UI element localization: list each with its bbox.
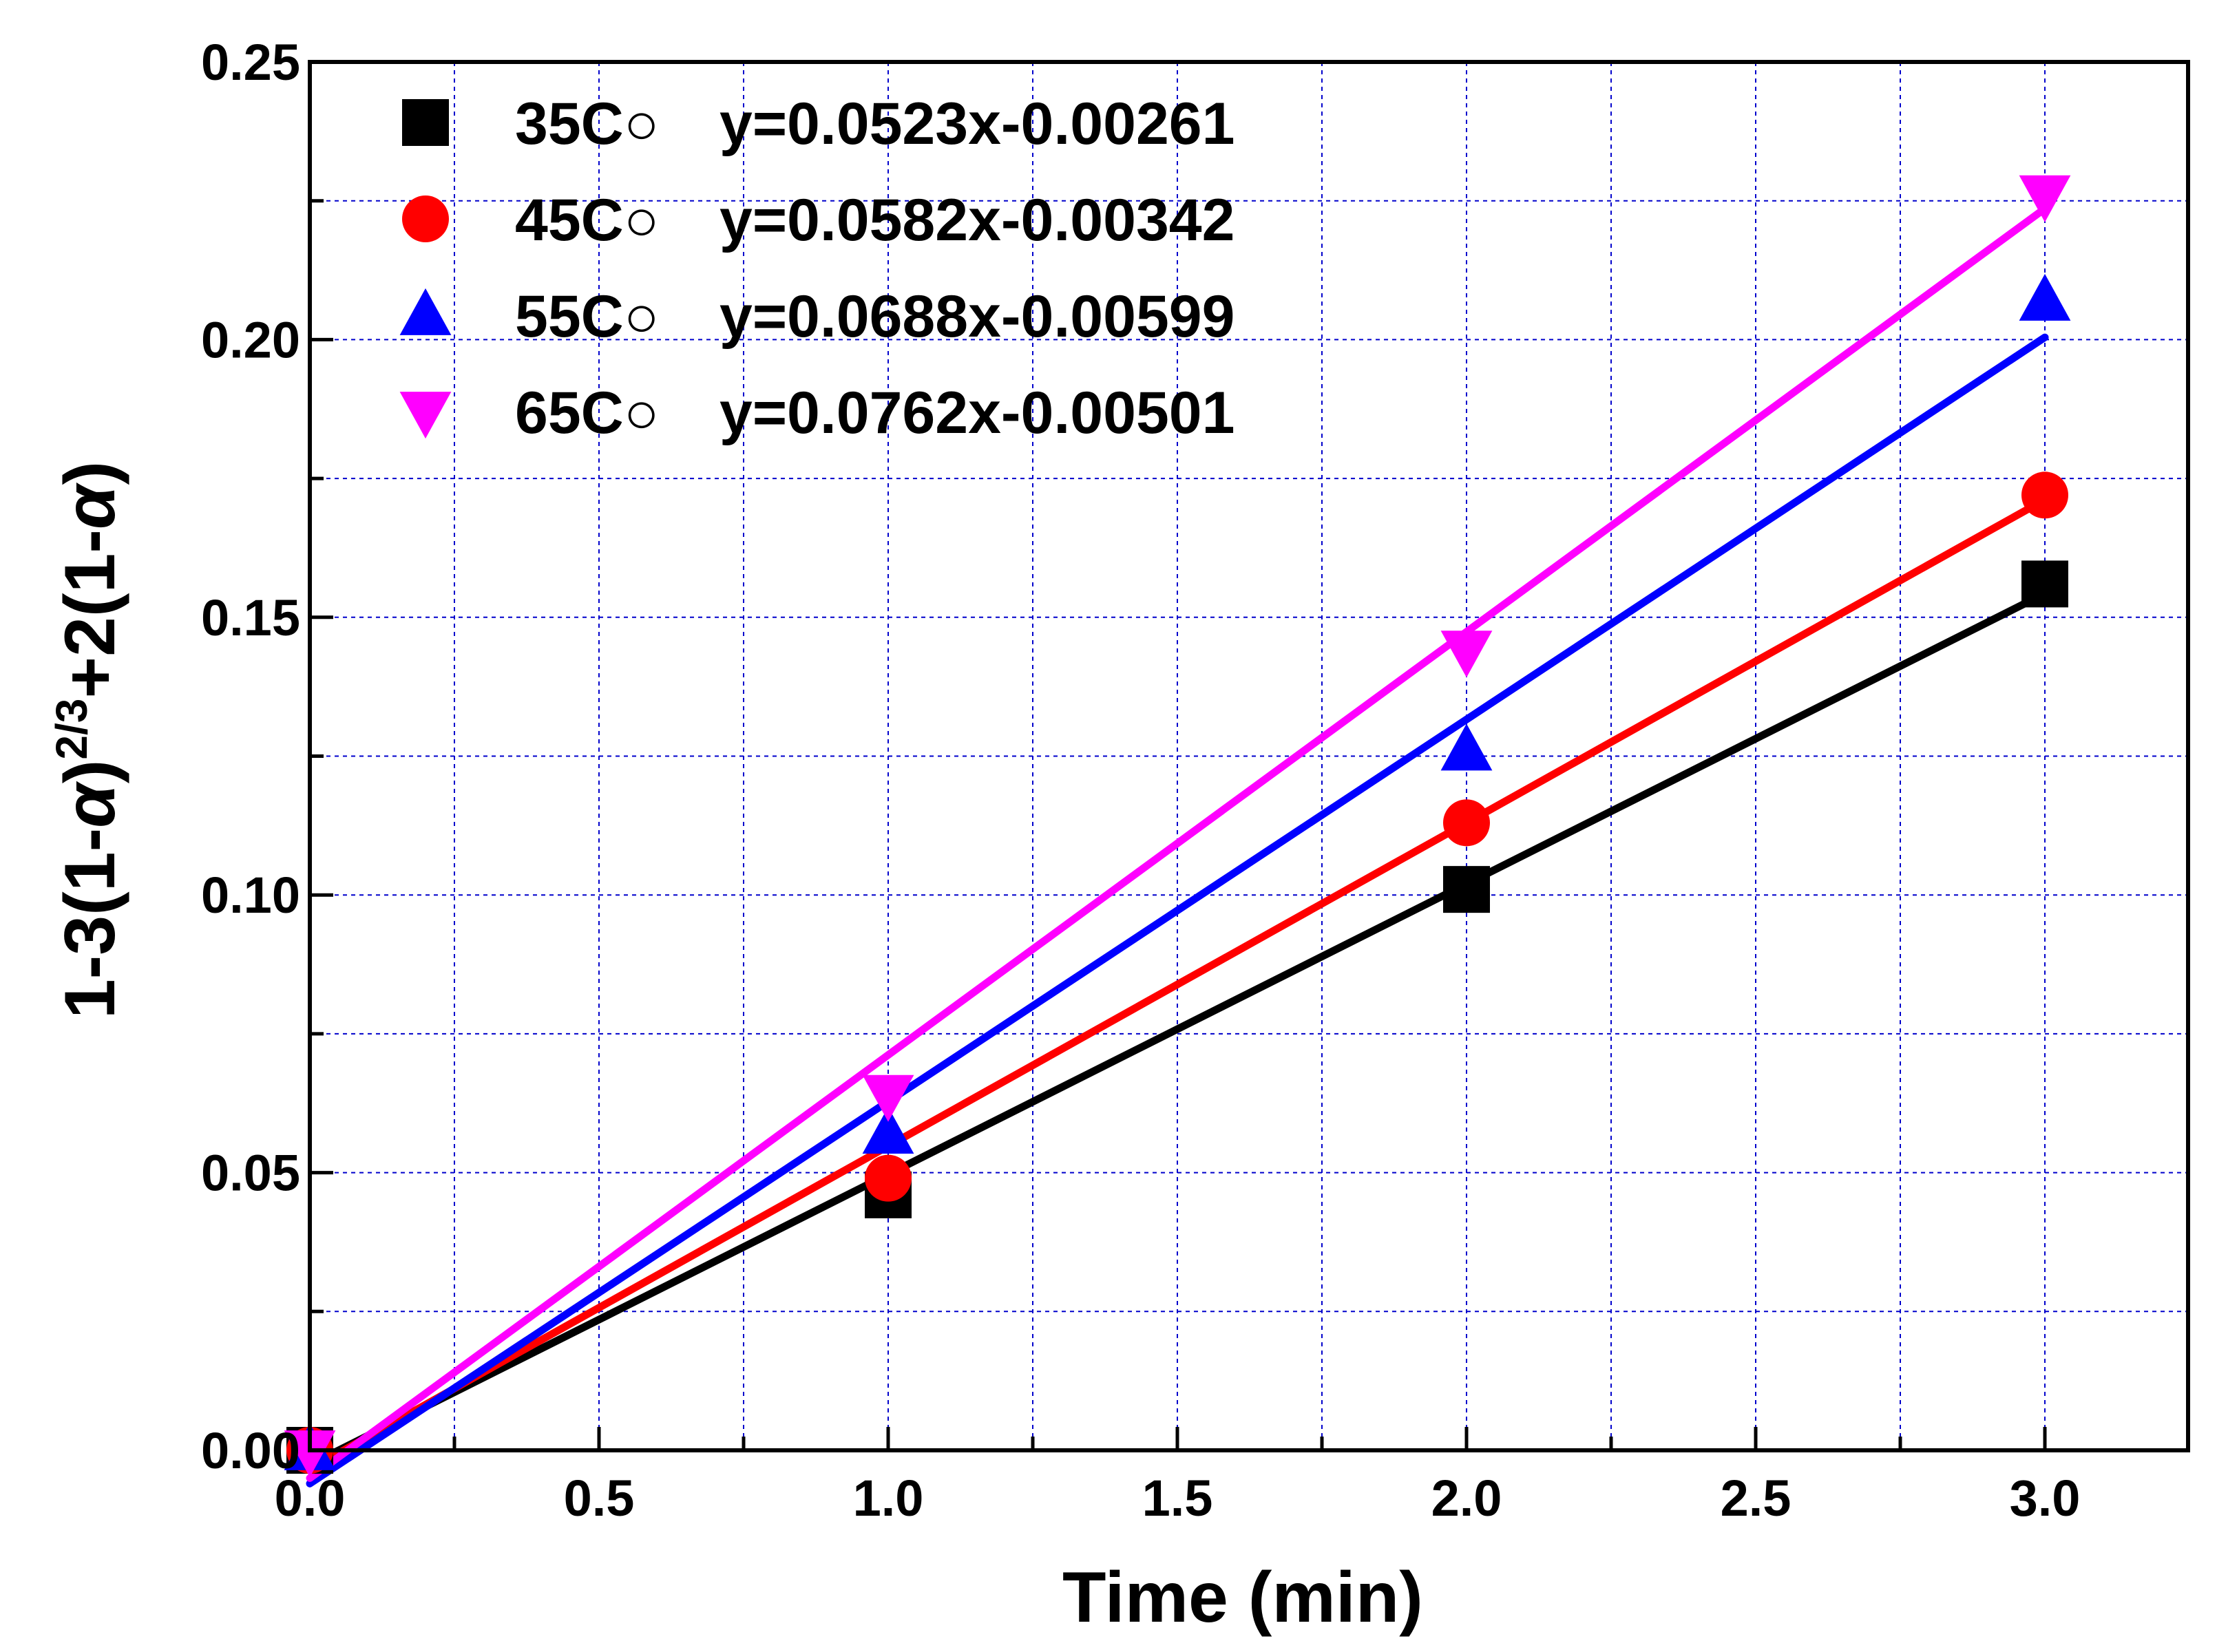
axis-ticks — [308, 60, 2047, 1452]
data-point-65c — [2019, 175, 2071, 222]
fit-line-35c — [306, 589, 2049, 1469]
x-tick-label: 1.5 — [1142, 1470, 1213, 1527]
y-tick-label: 0.00 — [201, 1422, 300, 1479]
data-point-55c — [862, 1107, 914, 1154]
y-title-post: +2(1- — [50, 529, 130, 699]
legend-marker-45c — [402, 195, 449, 242]
y-tick-label: 0.20 — [201, 311, 300, 368]
fit-lines — [306, 204, 2049, 1487]
data-point-45c — [1443, 799, 1490, 847]
data-point-45c — [2021, 472, 2068, 519]
tick-labels: 0.0 0.5 1.0 1.5 2.0 2.5 3.0 0.00 0.05 0.10 0.15 0.2… — [201, 34, 2080, 1527]
x-tick-label: 0.0 — [275, 1470, 346, 1527]
legend-label-65c: 65C○ — [515, 380, 660, 446]
legend: 35C○ y=0.0523x-0.00261 45C○ y=0.0582x-0.003… — [399, 91, 1234, 446]
data-point-65c — [862, 1074, 914, 1122]
y-tick-label: 0.10 — [201, 867, 300, 924]
legend-equation-45c: y=0.0582x-0.00342 — [719, 187, 1234, 253]
legend-label-45c: 45C○ — [515, 187, 660, 253]
fit-line-55c — [306, 333, 2049, 1487]
data-point-65c — [284, 1430, 336, 1478]
x-tick-label: 2.0 — [1431, 1470, 1502, 1527]
fit-line-45c — [306, 496, 2049, 1474]
legend-equation-55c: y=0.0688x-0.00599 — [719, 284, 1234, 350]
y-axis-title: 1-3(1-α)2/3+2(1-α) — [47, 461, 130, 1019]
y-title-mid: ) — [50, 760, 130, 784]
data-point-35c — [2021, 560, 2068, 608]
x-axis-title: Time (min) — [1062, 1558, 1423, 1638]
fit-line-65c — [306, 204, 2049, 1482]
legend-marker-55c — [399, 288, 452, 335]
y-tick-label: 0.25 — [201, 34, 300, 91]
y-tick-label: 0.05 — [201, 1145, 300, 1202]
y-title-pre: 1-3(1- — [50, 828, 130, 1019]
x-tick-label: 2.5 — [1721, 1470, 1792, 1527]
x-tick-label: 3.0 — [2010, 1470, 2081, 1527]
x-tick-label: 1.0 — [853, 1470, 924, 1527]
legend-marker-35c — [402, 99, 449, 146]
y-tick-label: 0.15 — [201, 589, 300, 646]
data-point-45c — [865, 1154, 912, 1202]
x-tick-label: 0.5 — [564, 1470, 635, 1527]
data-point-65c — [1440, 631, 1493, 678]
grid-lines — [310, 62, 2188, 1450]
legend-equation-35c: y=0.0523x-0.00261 — [719, 91, 1234, 157]
legend-label-35c: 35C○ — [515, 91, 660, 157]
y-title-alpha-1: α — [50, 781, 130, 828]
data-point-55c — [1440, 723, 1493, 771]
y-title-alpha-2: α — [50, 482, 130, 529]
legend-marker-65c — [399, 392, 452, 439]
y-title-exponent: 2/3 — [47, 699, 96, 760]
legend-equation-65c: y=0.0762x-0.00501 — [719, 380, 1234, 446]
legend-label-55c: 55C○ — [515, 284, 660, 350]
y-title-end: ) — [50, 461, 130, 485]
data-point-55c — [2019, 273, 2071, 321]
data-point-35c — [1443, 866, 1490, 913]
